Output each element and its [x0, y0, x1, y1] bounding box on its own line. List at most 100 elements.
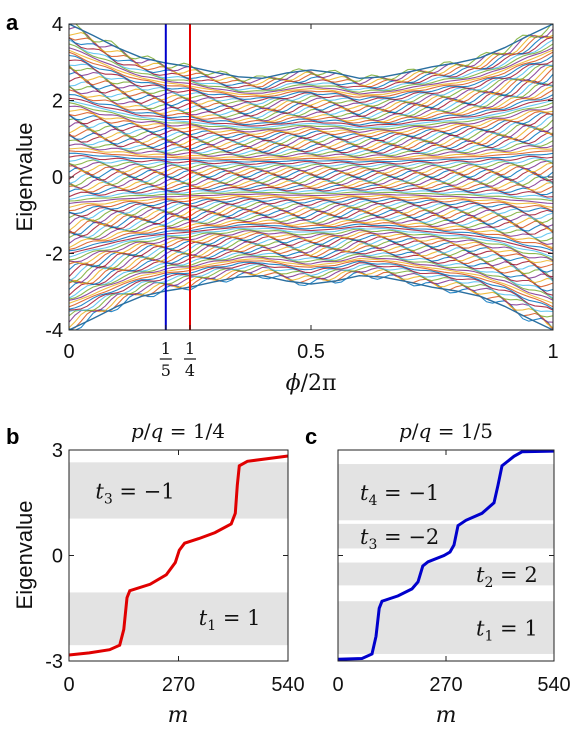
spectrum-line	[69, 260, 553, 310]
spectrum-line	[69, 54, 553, 101]
xtick-label: 0	[332, 674, 343, 696]
panel-a-markers	[164, 24, 191, 330]
spectrum-line	[69, 228, 553, 261]
panel-c-label: c	[305, 424, 317, 449]
xtick-label: 0	[63, 674, 74, 696]
xtick-label: 540	[537, 674, 570, 696]
spectrum-line	[69, 235, 553, 278]
spectrum-line	[69, 175, 553, 187]
gap-label-sub: 1	[207, 618, 216, 634]
a-ytick-label: 4	[52, 14, 63, 36]
gap-label-t: t	[476, 563, 485, 587]
ytick-label: -3	[45, 651, 63, 673]
gap-label-sub: 3	[104, 491, 113, 507]
spectrum-line	[69, 108, 553, 136]
spectrum-line	[69, 63, 553, 106]
panel-b-title-p: p	[131, 419, 144, 443]
spectrum-line	[69, 229, 553, 263]
gap-label: t4 = −1	[360, 481, 439, 509]
gap-label-value: = 2	[493, 563, 537, 587]
gap-label: t3 = −2	[360, 525, 439, 553]
spectrum-line	[69, 154, 553, 165]
gap-label-sub: 1	[484, 629, 493, 645]
spectrum-line	[69, 264, 553, 318]
gap-label-value: = 1	[493, 617, 537, 641]
gap-label: t3 = −1	[95, 479, 174, 507]
spectrum-line	[69, 102, 553, 131]
gap-label-value: = −1	[113, 479, 175, 503]
spectrum-line	[69, 89, 553, 124]
gap-band	[338, 562, 554, 586]
spectrum-line	[69, 255, 553, 301]
spectrum-line	[69, 239, 553, 283]
spectrum-line	[69, 150, 553, 161]
a-ytick-label: 0	[52, 167, 63, 189]
gap-label-value: = −2	[377, 525, 439, 549]
panel-c-title: p/q = 1/5	[399, 419, 493, 443]
gap-label-t: t	[476, 617, 485, 641]
a-xtick-label: 0	[63, 341, 74, 363]
gap-label-sub: 3	[368, 537, 377, 553]
gap-band	[338, 523, 554, 549]
spectrum-line	[69, 152, 553, 163]
gap-band	[338, 464, 554, 521]
spectrum-line	[69, 97, 553, 127]
panel-c-xlabel: m	[436, 703, 457, 728]
spectrum-line	[75, 24, 553, 82]
panel-c-title-slash: /	[412, 419, 419, 443]
spectrum-line	[69, 99, 553, 129]
a-fraction-numerator: 1	[161, 339, 171, 358]
gap-label-t: t	[360, 481, 369, 505]
panel-b-title: p/q = 1/4	[131, 419, 225, 443]
spectrum-line	[69, 198, 553, 217]
gap-label-value: = 1	[216, 606, 260, 630]
spectrum-line	[69, 212, 553, 239]
spectrum-line	[69, 105, 553, 133]
gap-label: t1 = 1	[476, 617, 538, 645]
spectrum-line	[69, 51, 553, 98]
panel-b-curve	[68, 454, 289, 657]
panel-b-gaps: t3 = −1t 1 = 1	[69, 462, 288, 646]
band-edge-bottom	[69, 274, 553, 330]
a-fraction-denominator: 4	[185, 361, 195, 380]
spectrum-line	[69, 253, 553, 300]
panel-c-title-value: = 1/5	[431, 419, 493, 443]
panel-c-gaps: t4 = −1t3 = −2t2 = 2t1 = 1	[338, 464, 554, 654]
panel-b-title-q: q	[151, 419, 164, 443]
spectrum-line	[69, 196, 553, 212]
gap-label-t: t	[95, 479, 104, 503]
spectrum-line	[69, 139, 553, 157]
spectrum-line	[69, 49, 553, 96]
spectrum-line	[69, 257, 553, 304]
spectrum-line	[69, 47, 553, 95]
panel-c-title-p: p	[399, 419, 412, 443]
gap-band	[69, 462, 288, 519]
spectrum-line	[69, 157, 553, 168]
gap-band	[69, 592, 288, 646]
a-xtick-label: 1	[547, 341, 558, 363]
a-fraction-numerator: 1	[185, 339, 195, 358]
spectrum-line	[69, 221, 553, 250]
panel-b-ylabel: Eigenvalue	[12, 501, 37, 610]
panel-c-curve	[337, 449, 555, 661]
spectrum-line	[69, 206, 553, 234]
spectrum-line	[69, 223, 553, 252]
gap-label-value: = −1	[377, 481, 439, 505]
panel-a-spectrum	[69, 24, 553, 330]
panel-c-ticks: 0 270 540	[332, 449, 571, 696]
a-fraction-denominator: 5	[161, 361, 171, 380]
spectrum-line	[69, 191, 553, 202]
band-edge-top	[69, 24, 553, 80]
spectrum-line	[69, 262, 553, 311]
a-ytick-label: -2	[45, 244, 63, 266]
spectrum-line	[69, 189, 553, 200]
panel-b-xlabel: m	[168, 703, 189, 728]
gap-label-t: t	[360, 525, 369, 549]
panel-a-xlabel: ϕ/2π	[286, 371, 337, 396]
panel-c-title-q: q	[419, 419, 432, 443]
gap-label-sub: 2	[484, 575, 493, 591]
